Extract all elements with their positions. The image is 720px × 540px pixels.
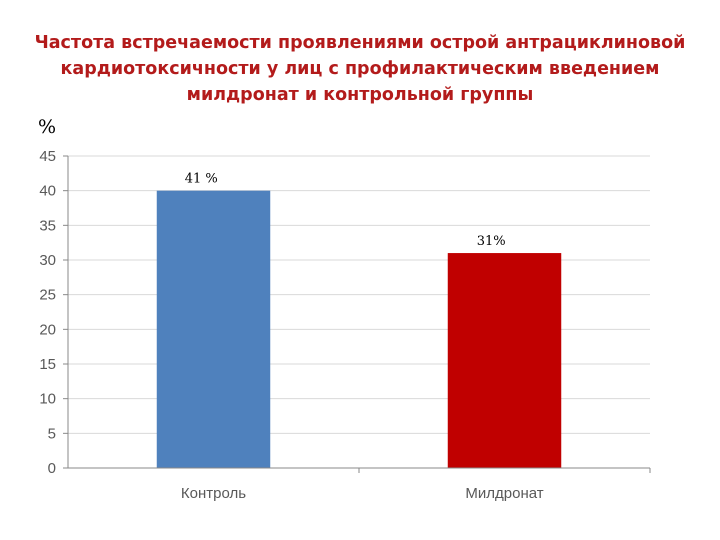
y-tick-label: 25	[39, 287, 56, 304]
y-tick-label: 35	[39, 217, 56, 234]
chart-title-line-1: Частота встречаемости проявлениями остро…	[34, 33, 686, 53]
bars	[156, 190, 562, 468]
axes	[63, 155, 651, 473]
data-label-2: 31%	[477, 234, 506, 249]
y-tick-label: 30	[39, 252, 56, 269]
y-tick-label: 45	[39, 148, 56, 165]
x-tick-label: Контроль	[181, 485, 246, 502]
data-label-1: 41 %	[185, 172, 218, 187]
x-tick-label: Милдронат	[465, 485, 543, 502]
chart-title-line-3: милдронат и контрольной группы	[186, 85, 534, 105]
y-axis-label: %	[38, 116, 56, 138]
labels: 0 5 10 15 20 25 30 35 40 45 Контроль 41 % Милдронат 3…	[39, 148, 543, 502]
y-tick-label: 10	[39, 391, 56, 408]
bar-2	[447, 253, 562, 468]
chart-title: Частота встречаемости проявлениями остро…	[10, 30, 710, 108]
y-tick-label: 15	[39, 356, 56, 373]
y-tick-label: 5	[48, 425, 56, 442]
y-tick-label: 0	[48, 460, 56, 477]
y-tick-label: 20	[39, 321, 56, 338]
chart-title-line-2: кардиотоксичности у лиц с профилактическ…	[60, 59, 660, 79]
bar-1	[156, 190, 271, 468]
y-tick-label: 40	[39, 183, 56, 200]
gridlines	[68, 155, 650, 434]
